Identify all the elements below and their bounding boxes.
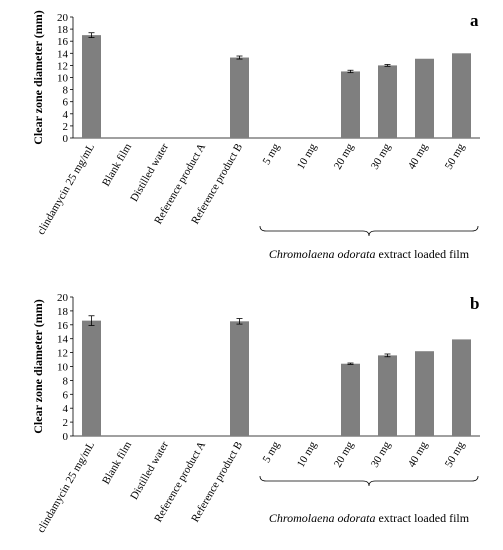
bar bbox=[341, 71, 360, 138]
y-tick-label: 6 bbox=[63, 389, 69, 401]
x-category-label: Blank film bbox=[100, 439, 134, 486]
x-category-label: Distilled water bbox=[128, 141, 171, 204]
group-label: Chromolaena odorata extract loaded film bbox=[269, 247, 470, 261]
x-category-label: 50 mg bbox=[443, 439, 468, 470]
y-tick-label: 18 bbox=[57, 24, 69, 36]
panel-label: a bbox=[470, 11, 479, 30]
y-tick-label: 4 bbox=[63, 403, 69, 415]
x-category-label: 10 mg bbox=[295, 141, 320, 172]
x-category-label: 5 mg bbox=[261, 439, 283, 465]
y-tick-label: 16 bbox=[57, 36, 69, 48]
panel-label: b bbox=[470, 294, 479, 313]
group-label-species: Chromolaena odorata bbox=[269, 511, 376, 525]
y-tick-label: 14 bbox=[57, 334, 69, 346]
y-tick-label: 4 bbox=[63, 109, 69, 121]
group-label-rest: extract loaded film bbox=[375, 247, 469, 261]
bar bbox=[415, 351, 434, 436]
y-tick-label: 10 bbox=[57, 73, 69, 85]
x-category-label: 20 mg bbox=[332, 439, 357, 470]
bar bbox=[378, 65, 397, 138]
group-bracket bbox=[259, 225, 479, 237]
bar bbox=[452, 339, 471, 436]
bar bbox=[230, 57, 249, 138]
group-bracket bbox=[259, 475, 479, 487]
y-tick-label: 20 bbox=[57, 12, 69, 24]
x-category-label: clindamycin 25 mg/mL bbox=[35, 439, 97, 535]
x-category-label: 20 mg bbox=[332, 141, 357, 172]
bar bbox=[415, 58, 434, 139]
y-tick-label: 2 bbox=[63, 417, 69, 429]
group-label-rest: extract loaded film bbox=[375, 511, 469, 525]
y-tick-label: 14 bbox=[57, 48, 69, 60]
bar bbox=[378, 355, 397, 436]
y-tick-label: 2 bbox=[63, 121, 69, 133]
y-tick-label: 10 bbox=[57, 362, 69, 374]
y-tick-label: 16 bbox=[57, 320, 69, 332]
y-tick-label: 12 bbox=[57, 60, 68, 72]
y-tick-label: 0 bbox=[63, 133, 69, 145]
bar bbox=[82, 35, 101, 138]
y-tick-label: 12 bbox=[57, 348, 68, 360]
y-tick-label: 20 bbox=[57, 292, 69, 304]
y-tick-label: 8 bbox=[63, 375, 69, 387]
x-category-label: 40 mg bbox=[406, 141, 431, 172]
x-category-label: 10 mg bbox=[295, 439, 320, 470]
x-category-label: 50 mg bbox=[443, 141, 468, 172]
x-category-label: 5 mg bbox=[261, 141, 283, 167]
y-axis-label: Clear zone diameter (mm) bbox=[31, 10, 45, 145]
bar bbox=[82, 320, 101, 436]
x-category-label: 40 mg bbox=[406, 439, 431, 470]
x-category-label: Blank film bbox=[100, 141, 134, 188]
y-tick-label: 8 bbox=[63, 85, 69, 97]
chart-panel-b: 0 2 4 6 810 12 14 16 18 20 Clear zone diameter (mm… bbox=[31, 292, 480, 535]
y-tick-label: 18 bbox=[57, 306, 69, 318]
bar bbox=[341, 363, 360, 436]
y-tick-label: 6 bbox=[63, 97, 69, 109]
x-category-label: 30 mg bbox=[369, 141, 394, 172]
x-category-label: 30 mg bbox=[369, 439, 394, 470]
y-tick-label: 0 bbox=[63, 431, 69, 443]
group-label-species: Chromolaena odorata bbox=[269, 247, 376, 261]
x-category-label: clindamycin 25 mg/mL bbox=[35, 141, 97, 237]
x-category-label: Distilled water bbox=[128, 439, 171, 502]
bar bbox=[230, 321, 249, 436]
bar bbox=[452, 53, 471, 138]
y-axis-label: Clear zone diameter (mm) bbox=[31, 299, 45, 434]
group-label: Chromolaena odorata extract loaded film bbox=[269, 511, 470, 525]
